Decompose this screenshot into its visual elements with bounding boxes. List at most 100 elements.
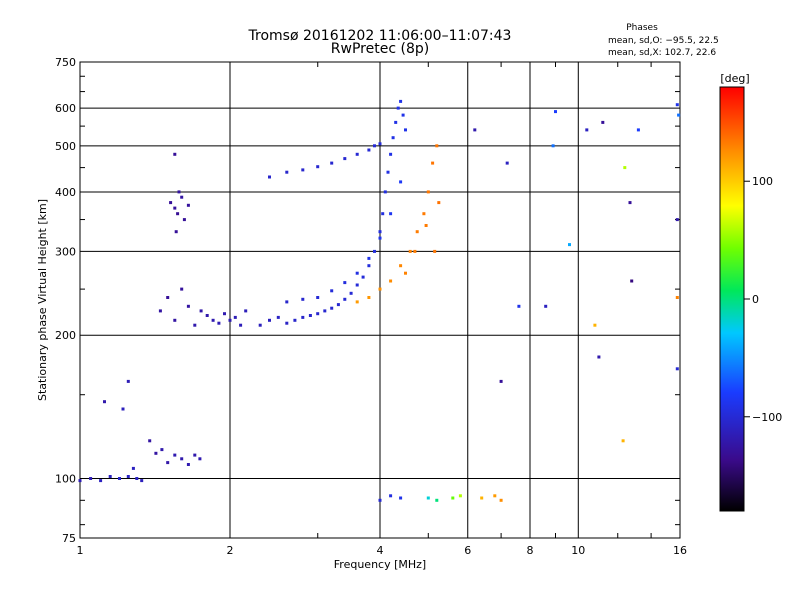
x-tick-label: 8: [527, 544, 534, 557]
data-point: [404, 128, 407, 132]
data-point: [169, 201, 173, 205]
data-point: [186, 304, 190, 308]
data-point: [126, 475, 130, 478]
data-point: [336, 303, 340, 307]
data-point: [148, 439, 152, 443]
data-point: [166, 296, 170, 299]
data-point: [126, 379, 130, 383]
data-point: [568, 243, 571, 247]
x-tick-label: 4: [377, 544, 384, 557]
data-point: [217, 321, 221, 325]
y-tick-label: 100: [55, 473, 76, 486]
data-point: [355, 271, 359, 275]
x-tick-label: 6: [464, 544, 471, 557]
data-point: [517, 304, 521, 308]
y-tick-label: 75: [62, 532, 76, 545]
colorbar-tick-label: −100: [752, 411, 782, 424]
data-point: [544, 304, 548, 308]
data-point: [154, 451, 158, 455]
data-point: [597, 355, 601, 359]
data-point: [551, 144, 555, 148]
data-point: [316, 296, 320, 299]
data-point: [268, 318, 271, 322]
data-point: [186, 203, 190, 207]
data-point: [186, 463, 190, 466]
data-point: [408, 249, 412, 253]
data-point: [367, 296, 371, 299]
y-tick-label: 750: [55, 56, 76, 69]
data-point: [233, 315, 237, 319]
x-tick-label: 16: [673, 544, 687, 557]
data-point: [108, 475, 112, 478]
data-point: [99, 479, 103, 483]
data-point: [131, 466, 135, 470]
data-point: [103, 400, 106, 404]
data-point: [182, 218, 186, 222]
data-point: [198, 457, 202, 461]
colorbar-label: [deg]: [720, 72, 749, 85]
y-tick-label: 600: [55, 102, 76, 115]
data-point: [199, 309, 203, 313]
data-point: [628, 201, 632, 205]
data-point: [193, 453, 197, 457]
data-point: [343, 281, 347, 285]
data-point: [396, 106, 400, 110]
data-point: [367, 148, 371, 152]
data-point: [378, 230, 382, 234]
data-point: [389, 279, 393, 283]
data-point: [323, 309, 327, 313]
data-point: [367, 264, 371, 268]
data-point: [343, 157, 347, 161]
data-point: [361, 275, 365, 279]
data-point: [401, 113, 405, 117]
data-point: [378, 287, 382, 291]
colorbar-tick-label: 0: [752, 293, 759, 306]
data-point: [636, 128, 640, 132]
x-tick-label: 2: [227, 544, 234, 557]
data-point: [89, 477, 93, 480]
data-point: [675, 103, 679, 107]
data-point: [285, 300, 289, 304]
data-point: [316, 312, 320, 316]
data-point: [399, 180, 403, 184]
data-point: [391, 136, 395, 140]
x-axis-label: Frequency [MHz]: [334, 558, 426, 571]
data-point: [276, 315, 280, 319]
data-point: [355, 283, 359, 287]
y-tick-label: 500: [55, 140, 76, 153]
data-point: [389, 494, 393, 498]
data-point: [378, 142, 382, 146]
y-tick-label: 200: [55, 329, 76, 342]
colorbar-tick-label: 100: [752, 175, 773, 188]
data-point: [118, 477, 121, 480]
data-point: [285, 170, 289, 174]
data-point: [301, 168, 305, 172]
data-point: [173, 318, 177, 322]
data-point: [78, 479, 82, 483]
data-point: [228, 318, 232, 322]
data-point: [499, 498, 503, 502]
data-point: [381, 212, 385, 216]
y-tick-label: 400: [55, 186, 76, 199]
data-point: [349, 291, 353, 295]
data-point: [413, 249, 417, 253]
data-point: [140, 479, 144, 483]
data-point: [424, 224, 428, 227]
data-point: [399, 99, 403, 103]
data-point: [675, 218, 679, 222]
data-point: [211, 318, 215, 322]
data-point: [355, 152, 359, 156]
data-point: [415, 230, 419, 234]
data-point: [426, 496, 430, 500]
data-point: [675, 296, 679, 299]
x-tick-label: 1: [77, 544, 84, 557]
data-point: [399, 496, 403, 500]
data-point: [473, 128, 477, 132]
data-point: [389, 152, 393, 156]
data-point: [223, 312, 226, 316]
data-point: [205, 314, 209, 317]
data-point: [301, 297, 305, 301]
data-point: [383, 190, 387, 194]
colorbar: [719, 86, 745, 512]
